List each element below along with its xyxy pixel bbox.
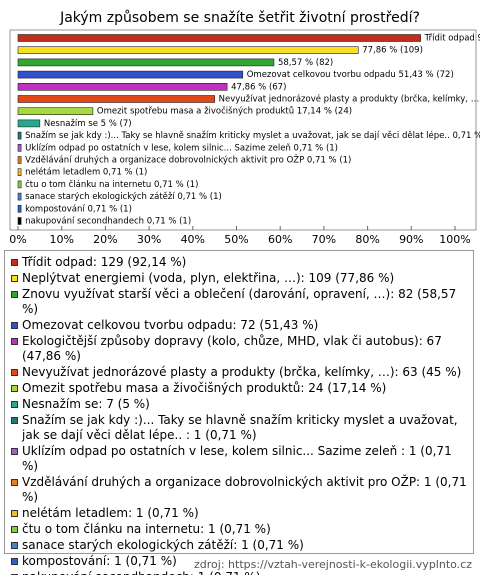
legend-label: Vzdělávání druhých a organizace dobrovol… xyxy=(22,475,467,504)
value-label: čtu o tom článku na internetu 0,71 % (1) xyxy=(25,179,198,190)
bar xyxy=(17,131,22,140)
legend-swatch xyxy=(11,417,18,424)
x-tick-label: 0% xyxy=(9,233,26,246)
legend-swatch xyxy=(11,385,18,392)
legend-label: Omezovat celkovou tvorbu odpadu: 72 (51,… xyxy=(22,318,319,332)
value-label: 58,57 % (82) xyxy=(278,58,333,68)
legend-label: kompostování: 1 (0,71 %) xyxy=(22,554,177,568)
value-label: Vzdělávání druhých a organizace dobrovol… xyxy=(25,154,351,166)
legend-item: Třídit odpad: 129 (92,14 %) xyxy=(11,255,467,270)
legend-item: nelétám letadlem: 1 (0,71 %) xyxy=(11,506,467,521)
bar xyxy=(17,192,22,201)
x-tick-label: 100% xyxy=(439,233,470,246)
legend-label: Třídit odpad: 129 (92,14 %) xyxy=(22,255,187,269)
value-label: 77,86 % (109) xyxy=(362,46,423,56)
value-label: Uklízím odpad po ostatních v lese, kolem… xyxy=(25,142,338,153)
legend-label: Znovu využívat starší věci a oblečení (d… xyxy=(22,287,457,316)
legend-swatch xyxy=(11,526,18,533)
chart: Jakým způsobem se snažíte šetřit životní… xyxy=(9,10,480,246)
legend: Třídit odpad: 129 (92,14 %) Neplýtvat ene… xyxy=(4,250,474,575)
value-label: Nevyužívat jednorázové plasty a produkty… xyxy=(219,94,480,105)
bar xyxy=(17,119,41,128)
legend-swatch xyxy=(11,369,18,376)
legend-item: Neplýtvat energiemi (voda, plyn, elektři… xyxy=(11,271,467,286)
x-tick-label: 10% xyxy=(49,233,73,246)
legend-swatch xyxy=(11,558,18,565)
plot-frame xyxy=(9,29,477,231)
value-label: kompostování 0,71 % (1) xyxy=(25,204,132,214)
legend-swatch xyxy=(11,542,18,549)
legend-item: Snažím se jak kdy :)... Taky se hlavně s… xyxy=(11,413,467,443)
value-label: Omezit spotřebu masa a živočišných produ… xyxy=(97,106,352,117)
legend-item: čtu o tom článku na internetu: 1 (0,71 %… xyxy=(11,522,467,537)
legend-item: Omezit spotřebu masa a živočišných produ… xyxy=(11,381,467,396)
legend-label: nakupování secondhandech: 1 (0,71 %) xyxy=(22,570,260,575)
legend-item: kompostování: 1 (0,71 %) xyxy=(11,554,467,569)
x-tick-label: 90% xyxy=(399,233,423,246)
bar xyxy=(17,70,244,79)
value-label: Snažím se jak kdy :)... Taky se hlavně s… xyxy=(25,130,480,141)
legend-swatch xyxy=(11,259,18,266)
bar xyxy=(17,156,22,164)
legend-swatch xyxy=(11,291,18,298)
value-label: Třídit odpad 92,14 % (129) xyxy=(424,34,480,44)
legend-label: Nesnažím se: 7 (5 %) xyxy=(22,397,150,411)
legend-swatch xyxy=(11,401,18,408)
legend-swatch xyxy=(11,479,18,486)
value-label: 47,86 % (67) xyxy=(231,82,286,92)
x-tick-label: 20% xyxy=(93,233,117,246)
bar xyxy=(17,58,275,67)
legend-item: Ekologičtější způsoby dopravy (kolo, chů… xyxy=(11,334,467,364)
x-tick-label: 60% xyxy=(268,233,292,246)
bar xyxy=(17,34,421,42)
value-label: Omezovat celkovou tvorbu odpadu 51,43 % … xyxy=(247,70,454,80)
bar xyxy=(17,144,22,152)
bar xyxy=(17,205,22,213)
legend-swatch xyxy=(11,510,18,517)
bar xyxy=(17,46,359,55)
value-label: nelétám letadlem 0,71 % (1) xyxy=(25,167,147,178)
legend-label: sanace starých ekologických zátěží: 1 (0… xyxy=(22,538,304,552)
chart-title: Jakým způsobem se snažíte šetřit životní… xyxy=(59,10,420,26)
legend-swatch xyxy=(11,322,18,329)
legend-label: Omezit spotřebu masa a živočišných produ… xyxy=(22,381,387,395)
bar xyxy=(17,180,22,189)
legend-swatch xyxy=(11,448,18,455)
legend-item: Znovu využívat starší věci a oblečení (d… xyxy=(11,287,467,317)
legend-item: Nevyužívat jednorázové plasty a produkty… xyxy=(11,365,467,380)
bar xyxy=(17,168,22,176)
legend-label: Snažím se jak kdy :)... Taky se hlavně s… xyxy=(22,413,458,442)
bar xyxy=(17,217,22,225)
source: zdroj: https://vztah-verejnosti-k-ekolog… xyxy=(194,558,472,571)
bar xyxy=(17,95,215,103)
legend-label: nelétám letadlem: 1 (0,71 %) xyxy=(22,506,199,520)
x-tick-label: 80% xyxy=(355,233,379,246)
legend-item: Vzdělávání druhých a organizace dobrovol… xyxy=(11,475,467,505)
bar xyxy=(17,107,94,115)
value-label: Nesnažím se 5 % (7) xyxy=(44,119,132,129)
legend-item: sanace starých ekologických zátěží: 1 (0… xyxy=(11,538,467,553)
x-tick-label: 50% xyxy=(224,233,248,246)
value-label: nakupování secondhandech 0,71 % (1) xyxy=(25,217,191,227)
legend-label: Uklízím odpad po ostatních v lese, kolem… xyxy=(22,444,452,473)
legend-label: Neplýtvat energiemi (voda, plyn, elektři… xyxy=(22,271,395,285)
legend-item: Nesnažím se: 7 (5 %) xyxy=(11,397,467,412)
legend-label: čtu o tom článku na internetu: 1 (0,71 %… xyxy=(22,522,271,536)
legend-label: Ekologičtější způsoby dopravy (kolo, chů… xyxy=(22,334,442,363)
legend-item: Omezovat celkovou tvorbu odpadu: 72 (51,… xyxy=(11,318,467,333)
bar xyxy=(17,83,228,91)
legend-label: Nevyužívat jednorázové plasty a produkty… xyxy=(22,365,462,379)
x-tick-label: 30% xyxy=(137,233,161,246)
x-tick-label: 70% xyxy=(312,233,336,246)
x-tick-label: 40% xyxy=(181,233,205,246)
legend-swatch xyxy=(11,338,18,345)
legend-item: Uklízím odpad po ostatních v lese, kolem… xyxy=(11,444,467,474)
value-label: sanace starých ekologických zátěží 0,71 … xyxy=(25,192,222,202)
legend-swatch xyxy=(11,275,18,282)
